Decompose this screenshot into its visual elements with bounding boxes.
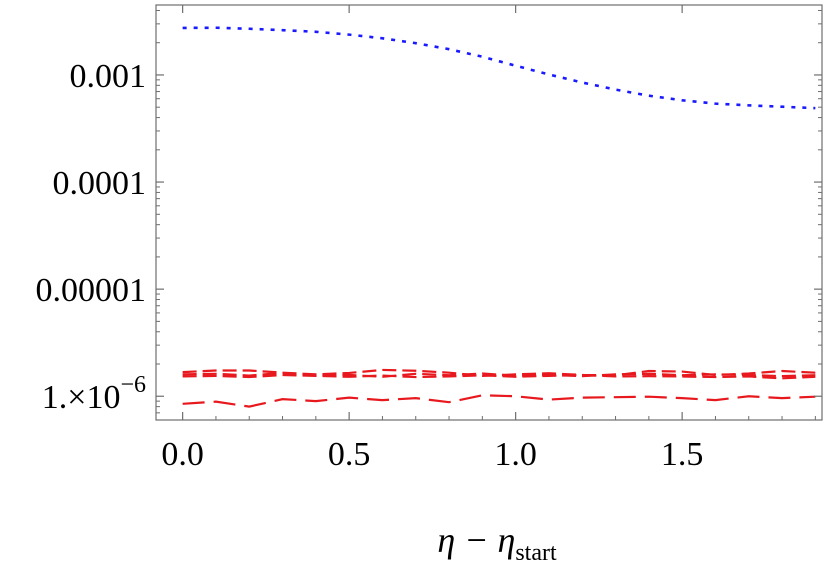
series-line-1 [182,368,816,377]
x-axis-label-subscript: start [515,540,557,565]
y-tick-label-2: 0.0001 [53,165,147,202]
chart-marks [182,26,816,408]
x-tick-label-2: 1.0 [494,436,537,473]
x-axis-label-main: η − η [437,520,515,560]
x-tick-label-3: 1.5 [661,436,704,473]
axis-ticks: 0.0 0.5 1.0 1.5 1.×10−6 0.00001 0.0001 0.001 [36,5,822,473]
series-line-0 [182,26,816,110]
series-line-2 [182,371,816,378]
x-axis-label: η − ηstart [437,520,557,565]
y-tick-label-0: 1.×10−6 [42,372,146,416]
x-tick-label-1: 0.5 [328,436,371,473]
series-line-3 [182,373,816,380]
x-tick-label-0: 0.0 [161,436,204,473]
y-tick-label-1: 0.00001 [36,272,147,309]
y-tick-label-3: 0.001 [70,58,147,95]
plot-frame [155,4,823,421]
series-line-4 [182,394,816,408]
